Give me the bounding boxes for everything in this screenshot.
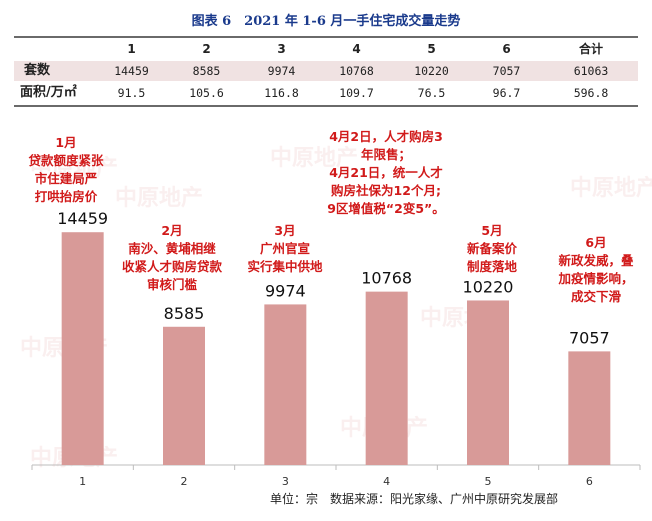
data-label: 14459 xyxy=(57,209,108,228)
bar-4 xyxy=(365,291,408,465)
annotation-line: 成交下滑 xyxy=(570,289,621,304)
annotation-line: 4月21日，统一人才 xyxy=(329,165,443,180)
table-cell: 7057 xyxy=(492,64,521,78)
row-label-area: 面积/万㎡ xyxy=(20,85,77,100)
annotation-line: 制度落地 xyxy=(466,259,517,274)
annotation-month-5: 5月 新备案价 制度落地 xyxy=(444,222,540,276)
table-header-row: 1 2 3 4 5 6 合计 xyxy=(14,39,638,59)
table-cell: 105.6 xyxy=(189,86,224,100)
table-header-6: 6 xyxy=(502,42,511,56)
table-top-rule xyxy=(14,36,638,38)
x-tick-label: 2 xyxy=(181,475,188,488)
bar-1 xyxy=(61,232,104,465)
table-cell: 76.5 xyxy=(417,86,446,100)
table-header-1: 1 xyxy=(127,42,136,56)
watermark: 中原地产 xyxy=(570,176,652,201)
table-header-5: 5 xyxy=(427,42,436,56)
annotation-line: 广州官宣 xyxy=(259,241,310,256)
annotation-line: 1月 xyxy=(55,135,77,150)
table-cell: 8585 xyxy=(192,64,221,78)
table-cell: 10768 xyxy=(339,64,374,78)
annotation-line: 3月 xyxy=(274,223,296,238)
bar-2 xyxy=(163,326,205,465)
annotation-line: 2月 xyxy=(161,223,183,238)
table-bottom-rule xyxy=(14,105,638,107)
annotation-month-3: 3月 广州官宣 实行集中供地 xyxy=(232,222,338,276)
annotation-line: 年限售； xyxy=(360,147,411,162)
table-header-2: 2 xyxy=(202,42,211,56)
x-tick-label: 1 xyxy=(79,475,86,488)
table-header-3: 3 xyxy=(277,42,286,56)
annotation-line: 贷款额度紧张 xyxy=(28,153,104,168)
table-cell: 14459 xyxy=(114,64,149,78)
annotation-line: 购房社保为12个月; xyxy=(331,183,441,198)
bar-6 xyxy=(568,351,611,465)
data-label: 9974 xyxy=(265,281,306,300)
annotation-month-2: 2月 南沙、黄埔相继 收紧人才购房贷款 审核门槛 xyxy=(112,222,232,294)
annotation-month-6: 6月 新政发威，叠 加疫情影响， 成交下滑 xyxy=(548,234,644,306)
annotation-line: 实行集中供地 xyxy=(247,259,323,274)
annotation-line: 审核门槛 xyxy=(146,277,197,292)
bar-5 xyxy=(467,300,509,465)
annotation-line: 6月 xyxy=(585,235,607,250)
data-label: 7057 xyxy=(569,328,610,347)
annotation-line: 收紧人才购房贷款 xyxy=(121,259,222,274)
table-cell: 116.8 xyxy=(264,86,299,100)
table-row-units: 套数 14459 8585 9974 10768 10220 7057 6106… xyxy=(14,61,638,81)
x-tick-label: 3 xyxy=(282,475,289,488)
chart-footer: 单位：宗 数据来源：阳光家缘、广州中原研究发展部 xyxy=(270,492,559,506)
table-cell: 91.5 xyxy=(117,86,146,100)
annotation-line: 新政发威，叠 xyxy=(558,253,634,268)
annotation-line: 加疫情影响， xyxy=(558,271,634,286)
table-cell: 61063 xyxy=(573,64,609,78)
annotation-line: 4月2日，人才购房3 xyxy=(329,129,443,144)
watermark: 中原地产 xyxy=(115,186,204,211)
watermark: 中原地产 xyxy=(30,156,119,181)
annotation-month-4: 4月2日，人才购房3 年限售； 4月21日，统一人才 购房社保为12个月; 9区… xyxy=(320,128,452,218)
annotation-line: 南沙、黄埔相继 xyxy=(128,241,216,256)
row-label-units: 套数 xyxy=(24,63,51,78)
annotation-line: 9区增值税“2变5”。 xyxy=(327,201,445,216)
watermark: 中原地产 xyxy=(270,146,359,171)
annotation-month-1: 1月 贷款额度紧张 市住建局严 打哄抬房价 xyxy=(18,134,114,206)
data-label: 8585 xyxy=(164,304,205,323)
table-cell: 109.7 xyxy=(339,86,374,100)
bar-3 xyxy=(264,304,307,465)
annotation-line: 新备案价 xyxy=(466,241,517,256)
data-label: 10220 xyxy=(463,277,514,296)
table-header-4: 4 xyxy=(352,42,361,56)
chart-title: 图表 6 2021 年 1-6 月一手住宅成交量走势 xyxy=(191,14,461,29)
table-cell: 9974 xyxy=(267,64,296,78)
data-label: 10768 xyxy=(361,269,412,288)
annotation-line: 5月 xyxy=(481,223,503,238)
x-tick-label: 4 xyxy=(383,475,390,488)
x-tick-label: 5 xyxy=(485,475,492,488)
table-header-total: 合计 xyxy=(578,42,603,56)
table-row-area: 面积/万㎡ 91.5 105.6 116.8 109.7 76.5 96.7 5… xyxy=(14,83,638,103)
x-tick-label: 6 xyxy=(586,475,593,488)
table-cell: 10220 xyxy=(414,64,449,78)
table-cell: 596.8 xyxy=(573,86,609,100)
table-cell: 96.7 xyxy=(492,86,521,100)
annotation-line: 市住建局严 xyxy=(34,171,98,186)
annotation-line: 打哄抬房价 xyxy=(34,189,98,204)
